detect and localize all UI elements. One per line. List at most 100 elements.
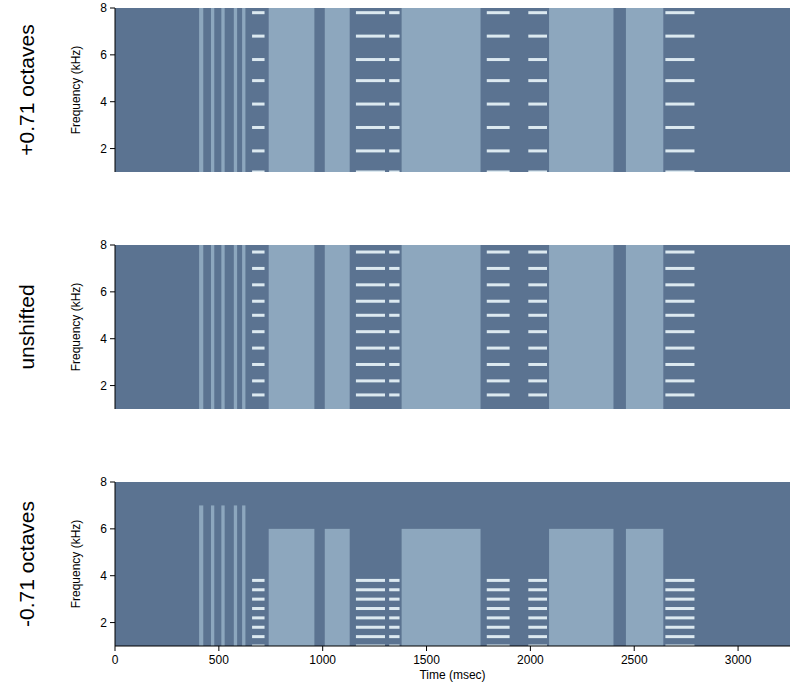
harmonic-line: [356, 616, 385, 619]
y-tick: [110, 622, 115, 623]
noise-band: [626, 245, 663, 409]
y-tick-label: 8: [100, 475, 107, 489]
spectrogram-background: [115, 482, 790, 646]
harmonic-line: [487, 171, 510, 173]
harmonic-line: [356, 588, 385, 591]
harmonic-line: [665, 149, 694, 152]
noise-band: [269, 529, 315, 646]
harmonic-line: [356, 379, 385, 382]
harmonic-line: [487, 283, 510, 286]
harmonic-line: [252, 626, 264, 629]
y-axis-line: [115, 482, 116, 646]
harmonic-line: [356, 126, 385, 129]
harmonic-line: [665, 283, 694, 286]
harmonic-line: [528, 126, 547, 129]
harmonic-line: [487, 616, 510, 619]
figure: 2468Frequency (kHz)+0.71 octaves2468Freq…: [0, 0, 801, 696]
harmonic-line: [356, 598, 385, 601]
harmonic-line: [665, 126, 694, 129]
harmonic-line: [252, 607, 264, 610]
harmonic-line: [487, 579, 510, 582]
harmonic-line: [665, 588, 694, 591]
harmonic-line: [665, 363, 694, 366]
y-tick: [110, 575, 115, 576]
x-tick: [530, 646, 531, 651]
harmonic-line: [528, 11, 547, 14]
harmonic-line: [252, 79, 264, 82]
harmonic-line: [252, 251, 264, 254]
harmonic-line: [665, 379, 694, 382]
x-tick-label: 1500: [413, 653, 440, 667]
harmonic-line: [252, 616, 264, 619]
x-tick-label: 3000: [725, 653, 752, 667]
harmonic-line: [528, 267, 547, 270]
noise-band: [221, 8, 224, 172]
harmonic-line: [665, 635, 694, 638]
harmonic-line: [356, 103, 385, 106]
noise-band: [325, 8, 350, 172]
harmonic-line: [487, 79, 510, 82]
harmonic-line: [252, 598, 264, 601]
harmonic-line: [356, 149, 385, 152]
x-tick-label: 2000: [517, 653, 544, 667]
harmonic-line: [252, 171, 264, 173]
harmonic-line: [665, 598, 694, 601]
harmonic-line: [252, 283, 264, 286]
x-axis-title: Time (msec): [419, 668, 485, 682]
harmonic-line: [252, 11, 264, 14]
y-tick-label: 6: [100, 285, 107, 299]
harmonic-line: [487, 300, 510, 303]
harmonic-line: [487, 149, 510, 152]
harmonic-line: [487, 379, 510, 382]
harmonic-line: [665, 103, 694, 106]
harmonic-line: [665, 58, 694, 61]
harmonic-line: [252, 393, 264, 396]
noise-band: [549, 245, 613, 409]
noise-band: [269, 245, 315, 409]
harmonic-line: [356, 283, 385, 286]
y-tick-label: 2: [100, 142, 107, 156]
harmonic-line: [487, 11, 510, 14]
harmonic-line: [252, 347, 264, 350]
harmonic-line: [356, 267, 385, 270]
noise-band: [402, 245, 481, 409]
harmonic-line: [389, 579, 399, 582]
harmonic-line: [528, 314, 547, 317]
harmonic-line: [665, 393, 694, 396]
harmonic-line: [356, 11, 385, 14]
harmonic-line: [389, 598, 399, 601]
noise-band: [626, 8, 663, 172]
noise-band: [199, 505, 203, 646]
y-tick: [110, 54, 115, 55]
harmonic-line: [252, 267, 264, 270]
harmonic-line: [356, 347, 385, 350]
noise-band: [325, 529, 350, 646]
noise-band: [269, 8, 315, 172]
harmonic-line: [528, 393, 547, 396]
noise-band: [211, 8, 214, 172]
harmonic-line: [528, 579, 547, 582]
noise-band: [402, 8, 481, 172]
x-tick: [218, 646, 219, 651]
harmonic-line: [665, 300, 694, 303]
row-label: +0.71 octaves: [15, 24, 38, 155]
harmonic-line: [528, 171, 547, 173]
harmonic-line: [252, 330, 264, 333]
harmonic-line: [528, 635, 547, 638]
y-axis-title: Frequency (kHz): [69, 46, 83, 135]
harmonic-line: [528, 79, 547, 82]
harmonic-line: [252, 126, 264, 129]
noise-band: [199, 245, 203, 409]
harmonic-line: [252, 363, 264, 366]
harmonic-line: [528, 58, 547, 61]
harmonic-line: [487, 635, 510, 638]
harmonic-line: [487, 588, 510, 591]
harmonic-line: [356, 300, 385, 303]
plot-area: [199, 245, 694, 409]
harmonic-line: [487, 126, 510, 129]
harmonic-line: [252, 149, 264, 152]
noise-band: [626, 529, 663, 646]
harmonic-line: [665, 79, 694, 82]
y-axis-title: Frequency (kHz): [69, 520, 83, 609]
noise-band: [234, 505, 237, 646]
